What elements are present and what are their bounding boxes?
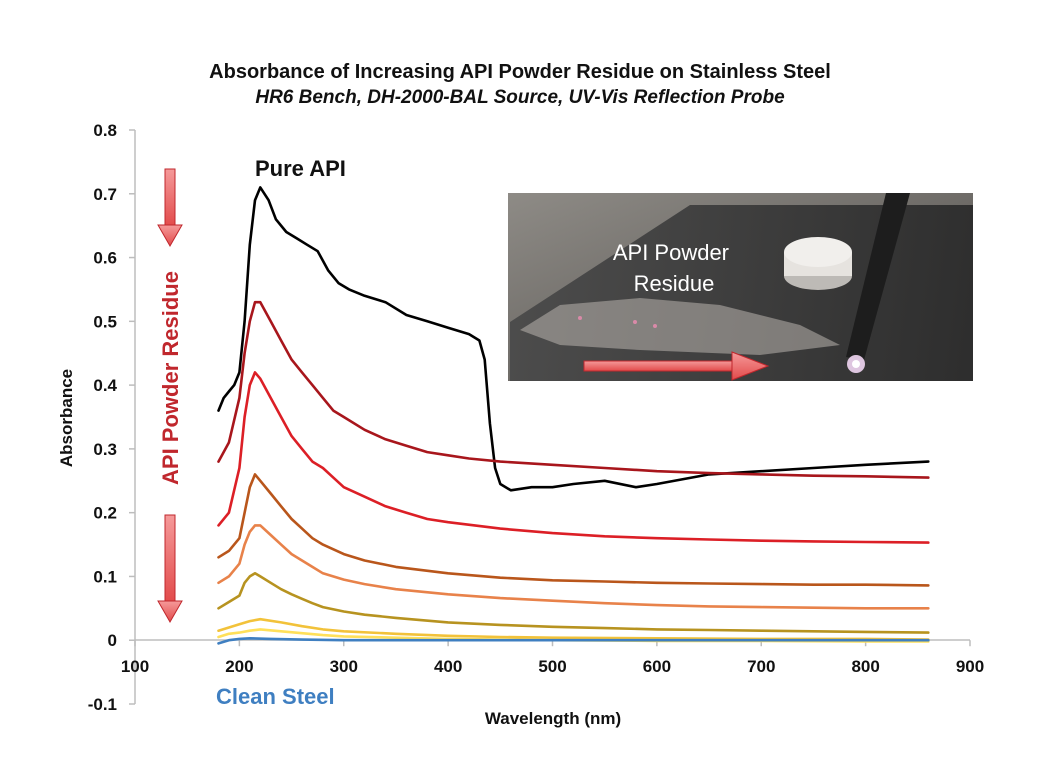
photo-label: API Powder Residue [613,240,735,296]
x-tick-label: 300 [330,657,358,676]
x-tick-label: 200 [225,657,253,676]
series-line-1 [217,186,930,492]
y-tick-label: -0.1 [88,695,117,714]
y-tick-label: 0.1 [93,567,117,586]
residue-indicator: API Powder Residue [157,168,183,624]
y-tick-label: 0.7 [93,185,117,204]
chart-title: Absorbance of Increasing API Powder Resi… [209,61,831,83]
x-ticks: 100 200 300 400 500 600 700 800 900 [121,640,984,676]
series-line-4 [217,473,930,587]
x-tick-label: 600 [643,657,671,676]
photo-arrow [583,351,770,381]
pure-api-label: Pure API [255,156,346,181]
y-tick-label: 0.8 [93,121,117,140]
x-tick-label: 900 [956,657,984,676]
series-line-7 [217,617,930,641]
y-tick-label: 0.6 [93,249,117,268]
x-tick-label: 700 [747,657,775,676]
x-tick-label: 800 [851,657,879,676]
y-tick-label: 0.3 [93,440,117,459]
x-tick-label: 500 [538,657,566,676]
photo-label-line-2: Residue [634,271,715,296]
y-ticks: -0.1 0 0.1 0.2 0.3 0.4 0.5 0.6 0.7 0.8 [88,121,135,714]
series-line-2 [217,300,930,479]
series-line-6 [217,572,930,634]
chart-subtitle: HR6 Bench, DH-2000-BAL Source, UV-Vis Re… [255,87,785,108]
x-axis-label: Wavelength (nm) [485,709,621,728]
x-tick-label: 400 [434,657,462,676]
series-line-9 [217,637,930,645]
y-tick-label: 0.2 [93,504,117,523]
residue-label: API Powder Residue [158,271,183,485]
y-tick-label: 0.5 [93,312,117,331]
series-layer [217,186,930,645]
y-tick-label: 0.4 [93,376,117,395]
inset-photo: API Powder Residue [508,193,973,381]
y-axis-label: Absorbance [57,369,76,467]
residue-arrow-bottom [157,514,183,624]
clean-steel-label: Clean Steel [216,684,335,709]
series-line-3 [217,371,930,544]
photo-label-line-1: API Powder [613,240,729,265]
y-tick-label: 0 [108,631,117,650]
x-tick-label: 100 [121,657,149,676]
residue-arrow-top [157,168,183,248]
series-line-5 [217,524,930,610]
